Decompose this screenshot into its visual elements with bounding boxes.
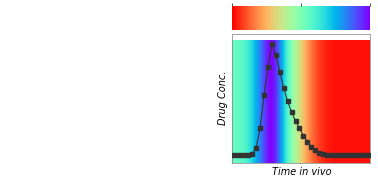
Y-axis label: Drug Conc.: Drug Conc. (218, 71, 228, 125)
X-axis label: Time in vivo: Time in vivo (272, 167, 331, 177)
